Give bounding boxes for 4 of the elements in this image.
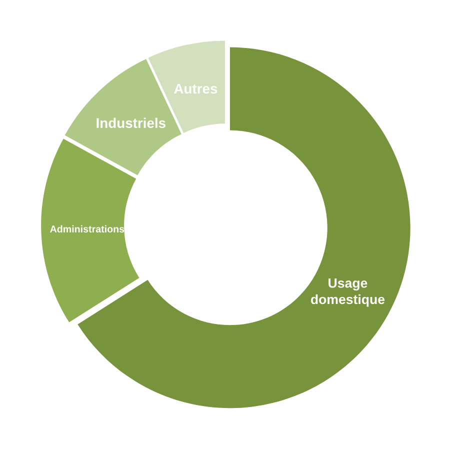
slice-label: Industriels [96, 118, 166, 128]
slice-label: Administrations [50, 225, 124, 232]
slice-label: Autres [174, 84, 218, 94]
slice-label: Usage domestique [310, 278, 385, 307]
